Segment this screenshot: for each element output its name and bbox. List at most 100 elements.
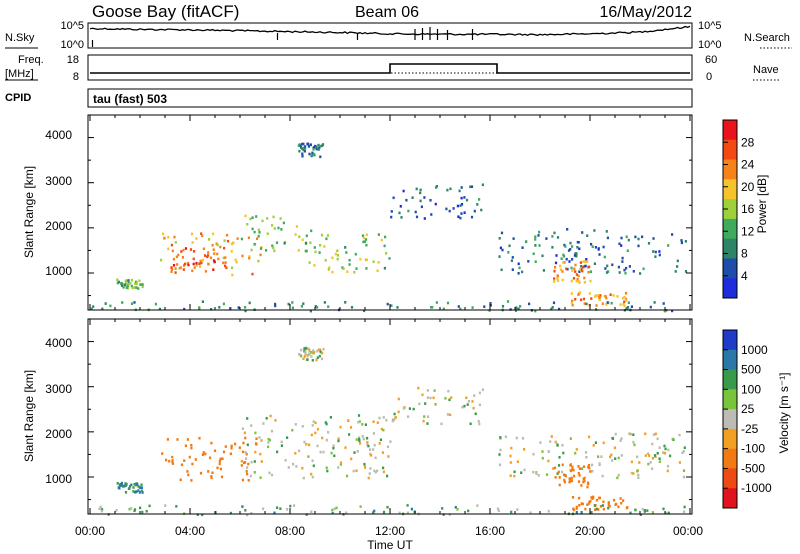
velocity-cell-461 <box>577 472 580 475</box>
velocity-cell-104 <box>240 459 243 463</box>
velocity-cell-451 <box>575 448 578 451</box>
power-cell-389 <box>623 268 626 272</box>
power-cell-617 <box>244 306 247 309</box>
velocity-cell-249 <box>307 347 310 351</box>
power-cell-458 <box>554 266 557 269</box>
velocity-cell-535 <box>598 496 601 500</box>
power-cell-279 <box>469 185 472 189</box>
power-cell-256 <box>317 148 320 151</box>
power-cell-22 <box>116 278 119 281</box>
power-cell-27 <box>116 281 119 285</box>
velocity-cell-313 <box>393 412 396 416</box>
power-cell-199 <box>380 238 383 242</box>
velocity-cell-455 <box>523 468 526 472</box>
power-cell-422 <box>603 255 606 259</box>
n-sky-tick-top: 10^5 <box>60 20 84 32</box>
power-cell-192 <box>383 266 386 270</box>
power-cell-122 <box>222 261 225 265</box>
velocity-cell-494 <box>569 464 572 467</box>
power-cell-470 <box>553 269 556 273</box>
power-cell-147 <box>246 223 249 226</box>
velocity-cell-54 <box>186 438 189 441</box>
power-cell-235 <box>327 268 330 271</box>
velocity-cell-524 <box>578 504 581 507</box>
velocity-cell-103 <box>324 421 327 424</box>
velocity-cell-61 <box>244 436 247 440</box>
power-cell-473 <box>588 265 591 269</box>
velocity-cell-422 <box>682 450 685 453</box>
velocity-cell-450 <box>644 432 647 436</box>
velocity-cell-310 <box>432 396 435 400</box>
velocity-cell-315 <box>418 402 421 406</box>
power-cell-358 <box>654 250 657 254</box>
power-cell-574 <box>653 301 656 304</box>
power-cell-90 <box>248 256 251 260</box>
power-cell-580 <box>459 307 462 311</box>
velocity-cell-606 <box>99 505 102 509</box>
velocity-cell-324 <box>449 413 452 417</box>
velocity-colorbar: 1000 500 100 25 -25 -100 -500 -1000 <box>722 329 772 509</box>
velocity-cell-472 <box>582 480 585 484</box>
velocity-cell-607 <box>214 511 217 514</box>
power-cell-415 <box>637 244 640 248</box>
power-cell-178 <box>259 247 263 250</box>
power-cell-404 <box>602 245 605 249</box>
velocity-cell-533 <box>607 503 610 507</box>
velocity-cell-191 <box>321 436 324 440</box>
power-cell-591 <box>558 307 561 311</box>
power-colorbar-swatch-4 <box>723 199 737 220</box>
power-cell-267 <box>307 142 310 146</box>
power-cell-457 <box>583 276 586 280</box>
power-cell-191 <box>344 246 347 249</box>
power-cell-495 <box>624 297 628 301</box>
power-cell-604 <box>390 304 393 307</box>
power-cell-234 <box>363 240 366 243</box>
power-cell-325 <box>667 244 670 247</box>
power-cell-562 <box>627 301 630 304</box>
velocity-cell-96 <box>202 451 205 454</box>
power-cell-263 <box>315 147 318 151</box>
power-cell-286 <box>419 188 422 192</box>
velocity-cell-447 <box>504 435 507 439</box>
power-cell-296 <box>390 210 393 213</box>
velocity-cell-235 <box>355 469 358 472</box>
power-colorbar-swatch-3 <box>723 179 737 200</box>
time-tick-0000: 00:00 <box>75 524 105 538</box>
power-cell-307 <box>460 203 464 206</box>
velocity-cell-162 <box>292 462 295 466</box>
velocity-cell-156 <box>276 450 279 454</box>
power-cell-297 <box>423 217 426 220</box>
velocity-cell-76 <box>229 452 232 456</box>
velocity-cell-384 <box>647 462 650 466</box>
velocity-cell-379 <box>510 446 513 450</box>
velocity-cell-139 <box>311 459 314 462</box>
power-cell-337 <box>501 248 504 252</box>
velocity-cell-75 <box>209 456 212 460</box>
velocity-cell-281 <box>306 358 309 362</box>
velocity-cell-231 <box>332 444 335 447</box>
power-cell-261 <box>308 152 311 156</box>
velocity-cell-564 <box>398 511 401 515</box>
velocity-cell-92 <box>161 452 164 455</box>
velocity-cell-241 <box>327 431 330 434</box>
velocity-cell-483 <box>569 480 572 483</box>
velocity-cell-437 <box>666 464 670 468</box>
velocity-cell-153 <box>337 466 340 469</box>
velocity-cell-283 <box>421 393 424 397</box>
power-cell-320 <box>434 202 437 206</box>
power-cell-268 <box>310 153 313 157</box>
power-cell-396 <box>620 236 623 240</box>
velocity-cell-426 <box>669 454 672 458</box>
power-cell-272 <box>304 147 307 150</box>
power-cell-109 <box>170 266 173 269</box>
velocity-colorbar-tick-5: -100 <box>741 442 765 456</box>
power-cell-525 <box>601 302 604 305</box>
velocity-cell-74 <box>176 438 179 441</box>
velocity-cell-279 <box>300 354 303 358</box>
power-cell-63 <box>251 272 254 276</box>
n-search-tick-bottom: 10^0 <box>698 39 722 51</box>
velocity-cell-118 <box>259 476 262 479</box>
velocity-cell-405 <box>633 443 636 447</box>
velocity-cell-459 <box>558 483 561 487</box>
power-cell-221 <box>359 257 362 261</box>
